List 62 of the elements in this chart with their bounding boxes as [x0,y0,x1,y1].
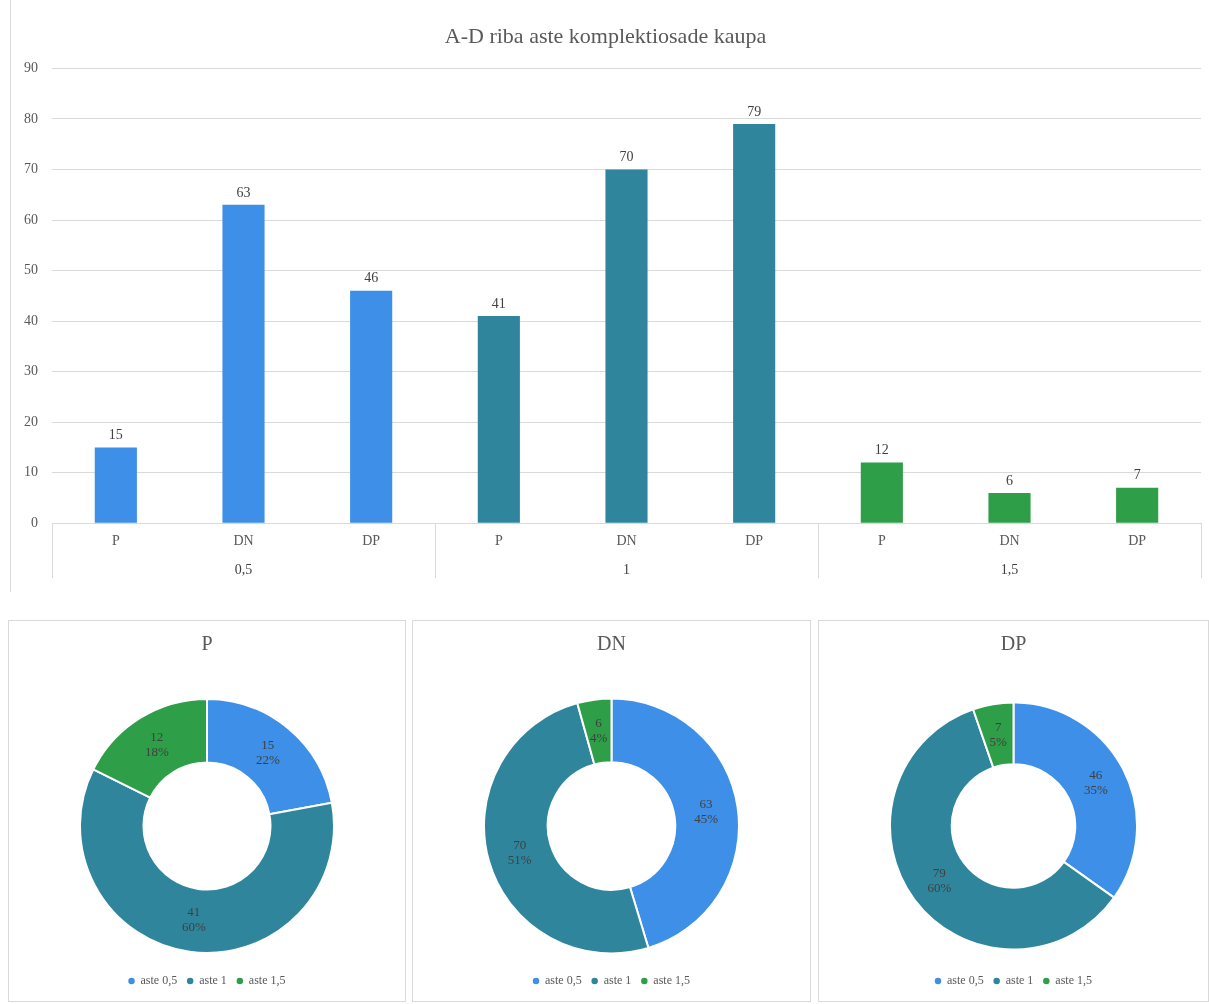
data-label: 7 5% [989,718,1007,749]
data-label: 15 [108,427,123,443]
legend-label: aste 1,5 [653,973,690,988]
x-tick-label: DP [1128,533,1147,549]
x-tick-label: DP [745,533,764,549]
x-tick-label: DP [362,533,381,549]
data-label: 79 60% [927,865,952,896]
legend-label: aste 1,5 [1055,973,1092,988]
data-label: 7 [1133,467,1141,483]
data-label: 70 51% [507,836,532,867]
bar [477,316,520,523]
data-label: 41 60% [181,904,206,935]
data-label: 46 [364,270,379,286]
x-tick-label: DN [616,533,637,549]
legend-label: aste 0,5 [545,973,582,988]
bar [1116,487,1159,523]
legend-label: aste 1,5 [248,973,286,988]
y-tick-label: 50 [24,262,38,278]
data-label: 12 18% [144,728,169,759]
bar [860,462,903,523]
data-label: 63 45% [694,795,719,826]
y-tick-label: 80 [24,110,38,126]
chart-title: A-D riba aste komplektiosade kaupa [444,22,767,48]
data-label: 6 [1006,472,1013,488]
data-label: 15 22% [255,736,280,767]
x-tick-label: DN [999,533,1020,549]
legend-label: aste 0,5 [947,973,984,988]
data-label: 79 [747,103,762,119]
y-tick-label: 20 [24,413,38,429]
data-label: 12 [874,442,889,458]
text: 0,5 [234,561,253,577]
y-tick-label: 40 [24,312,38,328]
bar [733,123,776,523]
data-label: 41 [491,295,506,311]
data-label: 70 [619,149,634,165]
bar [605,169,648,523]
chart-title: DN [597,632,626,655]
legend-label: aste 1 [603,973,632,988]
x-tick-label: P [494,533,503,549]
y-tick-label: 30 [24,363,38,379]
y-tick-label: 60 [24,211,38,227]
data-label: 46 35% [1083,767,1108,798]
bar [94,447,137,523]
bar [222,204,265,523]
y-tick-label: 10 [24,464,38,480]
bar [350,290,393,523]
chart-title: P [201,632,213,655]
legend-label: aste 1 [199,973,227,988]
data-label: 6 4% [589,715,608,746]
x-tick-label: P [111,533,120,549]
x-tick-label: P [877,533,886,549]
x-tick-label: DN [233,533,254,549]
chart-title: DP [1000,632,1027,655]
y-tick-label: 70 [24,161,38,177]
bar [988,492,1031,523]
y-tick-label: 90 [24,60,38,76]
data-label: 63 [236,184,251,200]
legend-label: aste 0,5 [140,973,178,988]
text: 1 [623,561,630,577]
y-tick-label: 0 [31,514,38,530]
legend-label: aste 1 [1005,973,1034,988]
text: 1,5 [1000,561,1019,577]
